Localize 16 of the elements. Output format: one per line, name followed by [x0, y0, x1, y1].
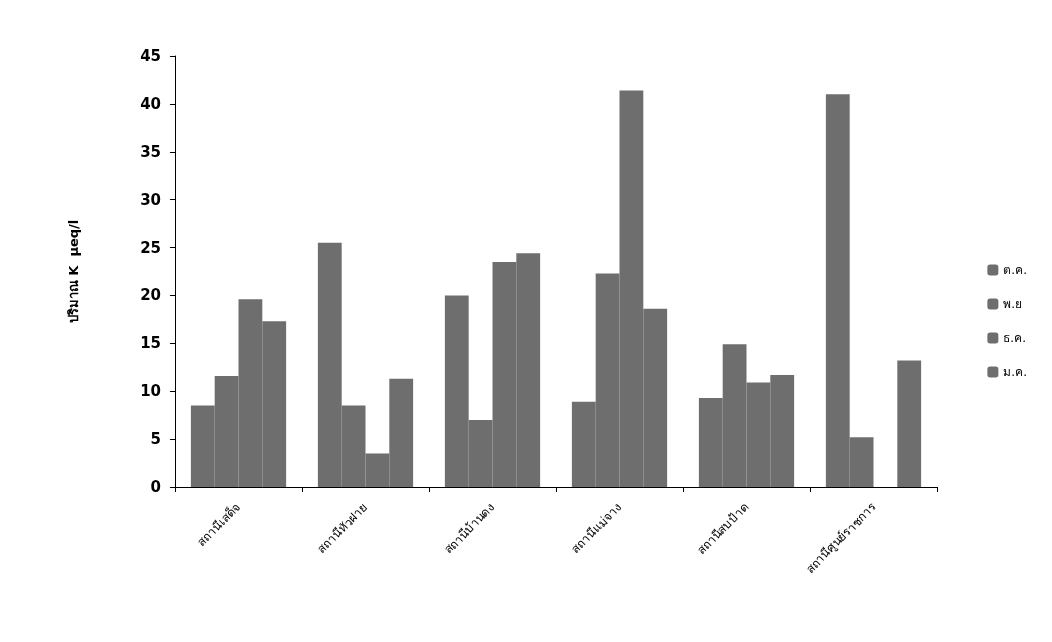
- y-tick-label: 15: [140, 334, 161, 353]
- y-tick-label: 30: [140, 190, 161, 209]
- legend-label: ม.ค.: [1003, 365, 1028, 379]
- y-tick-label: 35: [140, 142, 161, 161]
- y-tick-label: 5: [150, 430, 161, 449]
- y-tick-label: 10: [140, 382, 161, 401]
- y-tick-label: 40: [140, 94, 161, 113]
- bar: [897, 360, 922, 487]
- y-tick-label: 25: [140, 238, 161, 257]
- legend-label: พ.ย: [1003, 297, 1023, 311]
- legend-label: ธ.ค.: [1003, 331, 1027, 345]
- y-tick-label: 45: [140, 47, 161, 65]
- legend-label: ต.ค.: [1003, 263, 1028, 277]
- y-axis-title: ปริมาณ K µeq/l: [66, 219, 81, 324]
- y-tick-label: 20: [140, 286, 161, 305]
- y-tick-label: 0: [150, 478, 161, 496]
